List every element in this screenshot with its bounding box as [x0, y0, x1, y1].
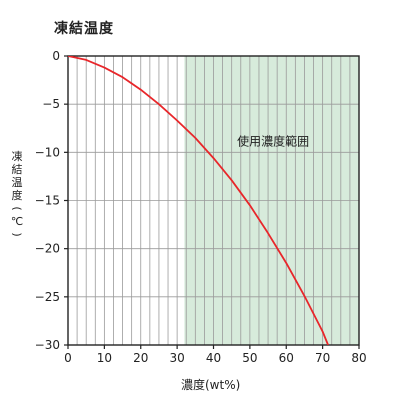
- y-tick-label: −5: [42, 97, 60, 111]
- x-tick-label: 60: [279, 351, 294, 365]
- series-line-0: [68, 56, 329, 345]
- y-axis-label-char: 温: [11, 176, 23, 189]
- y-tick-label: −25: [35, 290, 60, 304]
- y-tick-label: 0: [52, 49, 60, 63]
- y-axis-label-char: 度: [11, 189, 23, 202]
- x-tick-label: 50: [242, 351, 257, 365]
- y-axis-label-text: 凍結温度(℃): [9, 150, 25, 241]
- x-tick-label: 20: [133, 351, 148, 365]
- x-tick-label: 80: [351, 351, 366, 365]
- y-axis-label-char: 凍: [11, 150, 23, 163]
- y-axis-label: 凍結温度(℃): [9, 150, 25, 241]
- usage-range-label: 使用濃度範囲: [237, 134, 309, 149]
- x-tick-label: 40: [206, 351, 221, 365]
- x-tick-label: 10: [97, 351, 112, 365]
- y-tick-label: −10: [35, 145, 60, 159]
- x-axis-label: 濃度(wt%): [181, 378, 241, 392]
- chart-title: 凍結温度: [54, 21, 114, 37]
- y-axis-label-char: 結: [11, 163, 23, 176]
- y-tick-label: −30: [35, 338, 60, 352]
- x-tick-label: 0: [64, 351, 72, 365]
- y-axis-label-char: ℃: [10, 215, 24, 228]
- y-tick-label: −20: [35, 242, 60, 256]
- x-tick-label: 30: [169, 351, 184, 365]
- y-tick-label: −15: [35, 194, 60, 208]
- x-tick-label: 70: [315, 351, 330, 365]
